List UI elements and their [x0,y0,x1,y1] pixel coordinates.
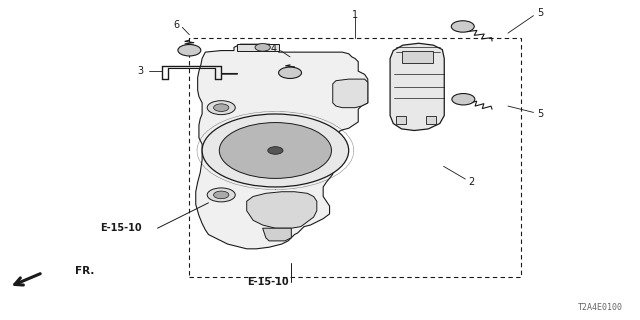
Polygon shape [390,43,444,131]
Circle shape [452,93,475,105]
Polygon shape [262,228,291,241]
Text: E-15-10: E-15-10 [246,277,289,287]
Circle shape [214,104,229,111]
Text: FR.: FR. [75,266,94,276]
Text: 6: 6 [173,20,179,30]
Polygon shape [333,79,368,108]
Text: 3: 3 [137,66,143,76]
Circle shape [178,44,201,56]
Circle shape [207,101,236,115]
Circle shape [451,21,474,32]
Circle shape [214,191,229,199]
Polygon shape [196,44,368,249]
Circle shape [255,44,270,51]
Polygon shape [396,116,406,124]
Circle shape [207,188,236,202]
Text: 2: 2 [468,177,475,187]
Text: T2A4E0100: T2A4E0100 [578,303,623,312]
Text: 5: 5 [537,8,543,18]
Polygon shape [426,116,436,124]
Polygon shape [246,192,317,228]
Circle shape [202,114,349,187]
Text: E-15-10: E-15-10 [100,223,142,233]
Circle shape [220,123,332,178]
Polygon shape [401,51,433,63]
Text: 1: 1 [352,10,358,20]
Text: 5: 5 [537,109,543,119]
Circle shape [268,147,283,154]
Circle shape [278,67,301,78]
Polygon shape [237,44,278,51]
Text: 4: 4 [271,44,277,54]
